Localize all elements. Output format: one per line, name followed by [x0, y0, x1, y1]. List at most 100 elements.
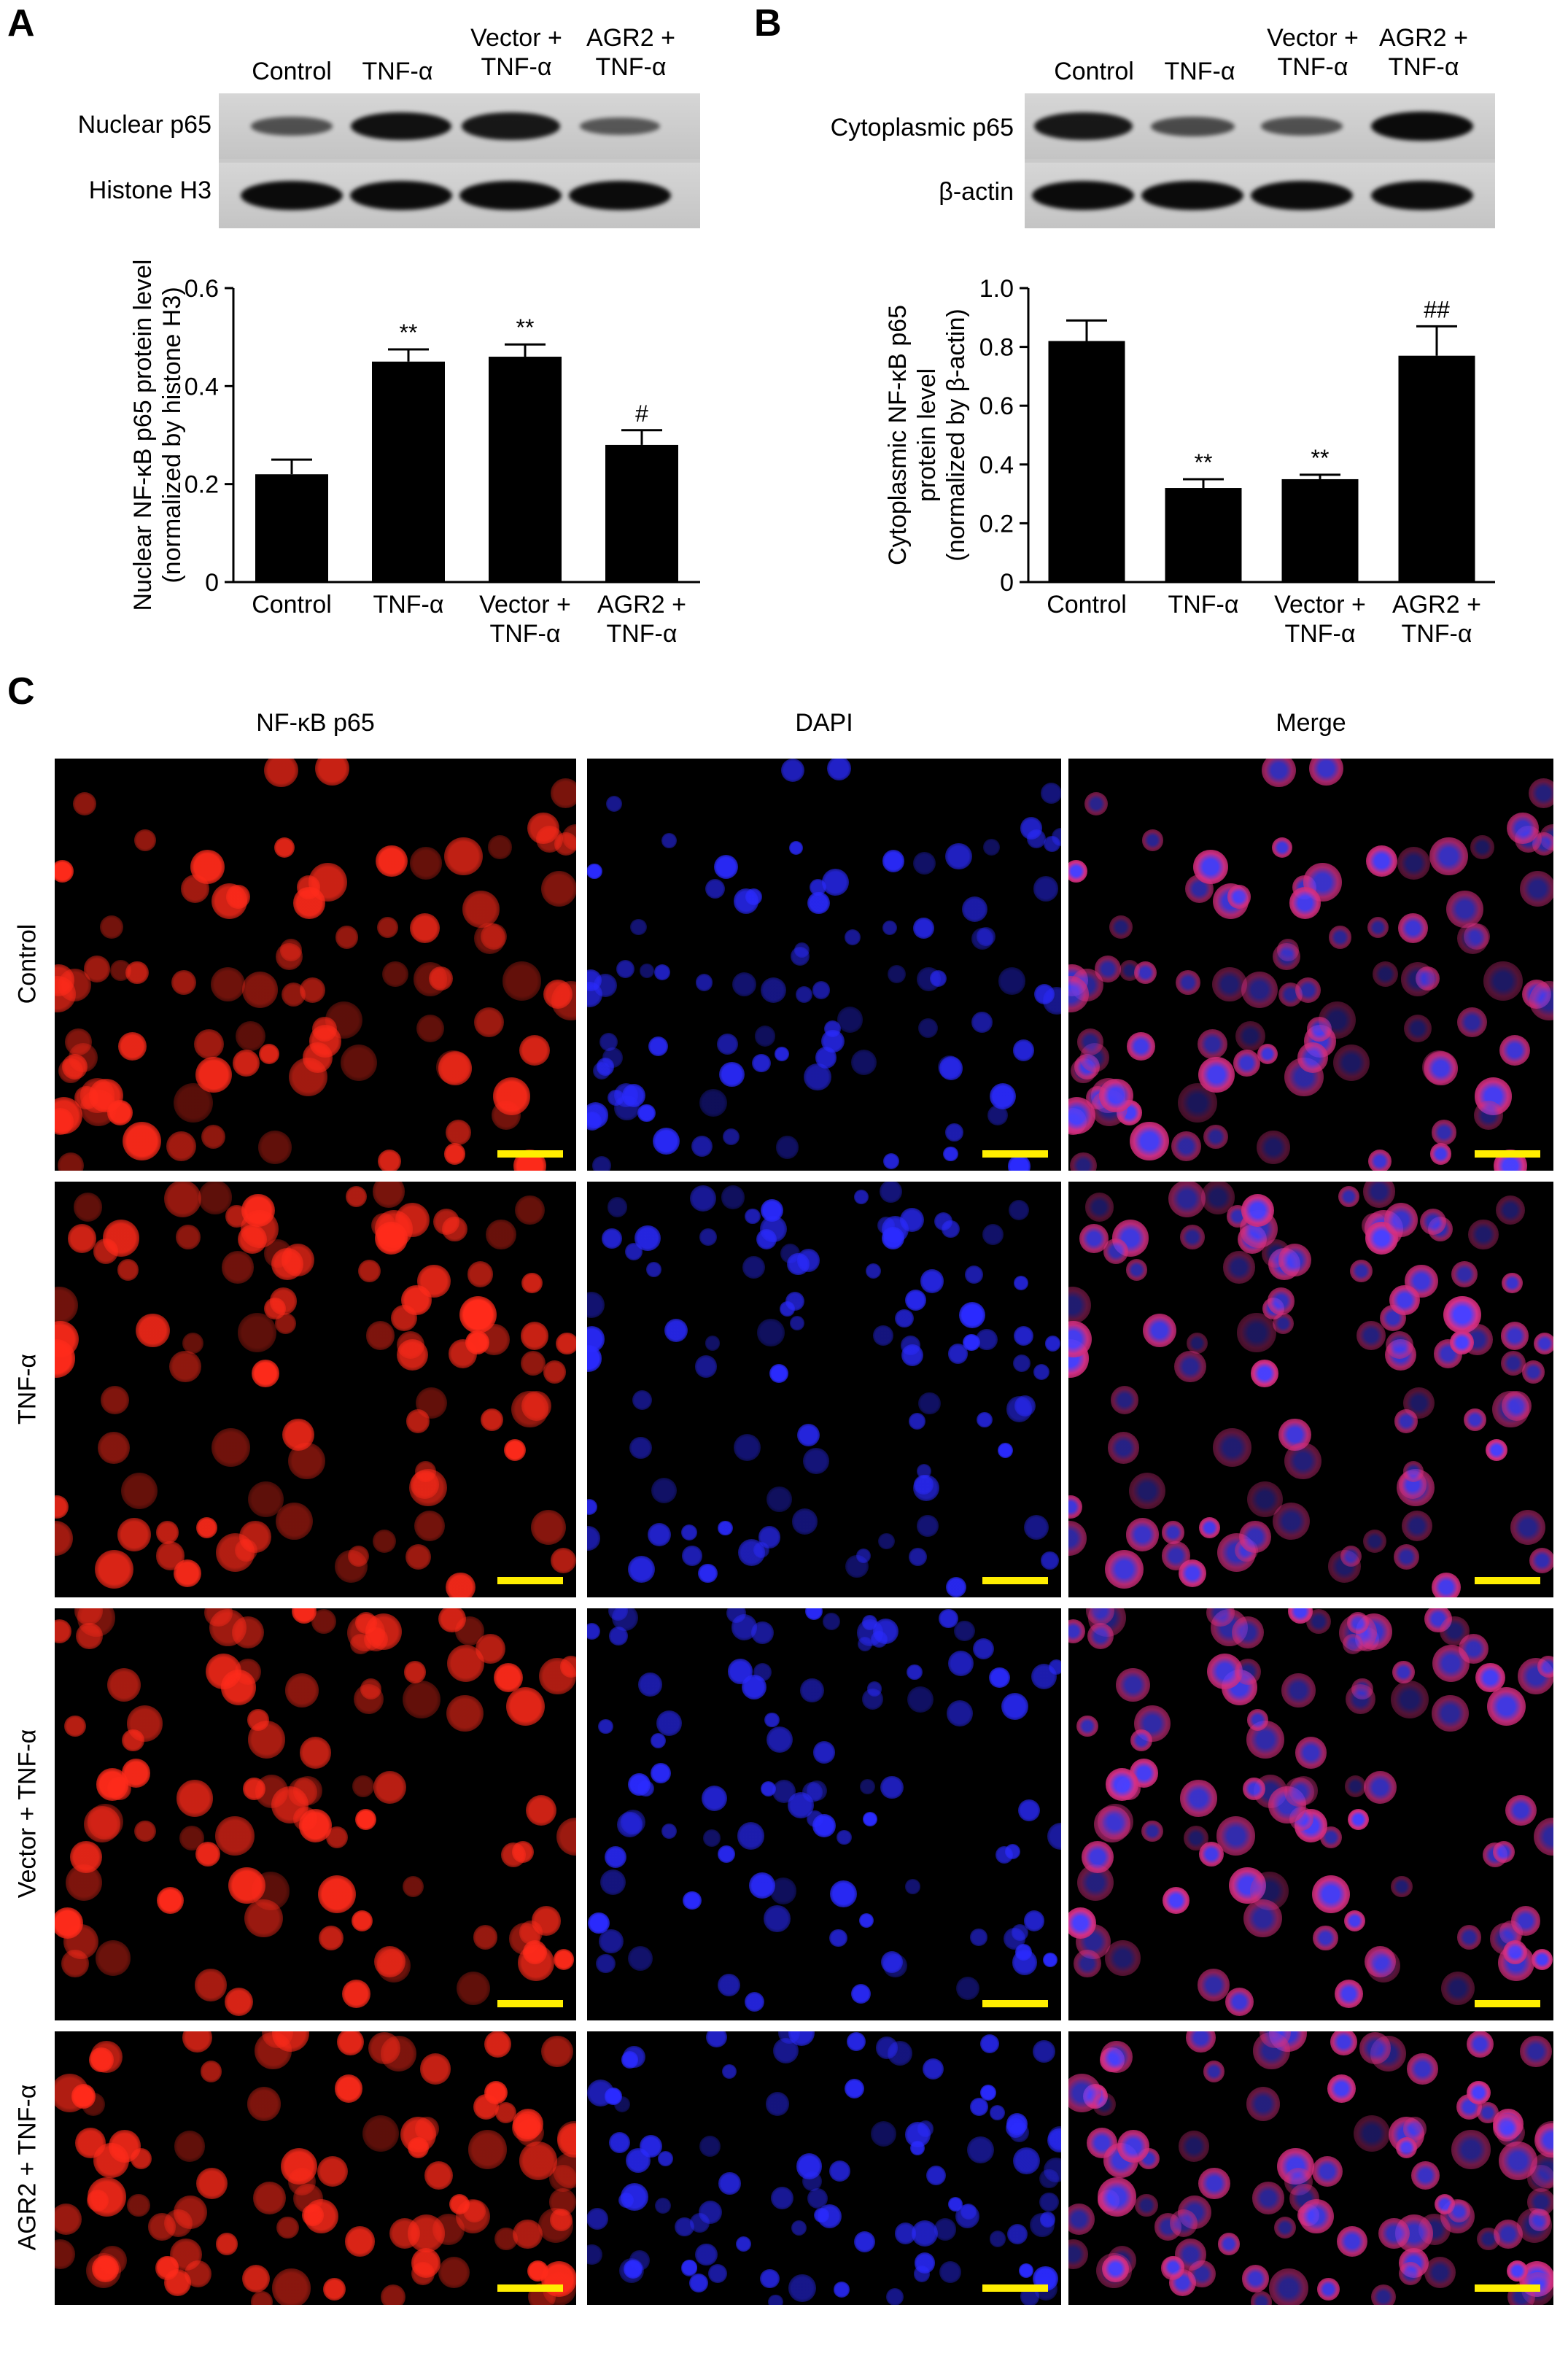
cell-stain [1251, 1360, 1278, 1387]
cell-stain [446, 1119, 472, 1145]
cell-stain [917, 1464, 932, 1479]
cell-stain [656, 1710, 682, 1737]
scale-bar [982, 1577, 1048, 1584]
cell-stain [1262, 759, 1296, 788]
significance-label: ** [400, 319, 418, 346]
cell-stain [989, 2105, 1005, 2121]
cell-stain [1107, 1432, 1140, 1464]
cell-stain [241, 972, 279, 1009]
cell-stain [269, 1287, 298, 1315]
cell-stain [917, 1515, 939, 1537]
blot-band [250, 117, 333, 136]
cell-stain [613, 2096, 631, 2113]
cell-stain [344, 2226, 376, 2257]
cell-stain [337, 2031, 364, 2055]
cell-stain [1309, 759, 1344, 786]
cell-stain [174, 1083, 213, 1123]
cell-stain [513, 2219, 543, 2249]
y-axis-label: Cytoplasmic NF-κB p65 protein level (norma… [884, 305, 970, 565]
cell-stain [81, 2092, 106, 2116]
cell-stain [1343, 1910, 1365, 1931]
cell-stain [965, 1265, 984, 1284]
cell-stain [1431, 1573, 1461, 1597]
cell-stain [905, 1879, 920, 1894]
blot-band [1251, 181, 1353, 210]
cell-stain [1391, 1875, 1413, 1897]
cell-stain [275, 942, 303, 970]
cell-stain [1169, 2209, 1198, 2237]
cell-stain [752, 1053, 771, 1073]
cell-stain [858, 1636, 873, 1651]
cell-stain [1076, 1716, 1098, 1737]
cell-stain [1044, 1336, 1061, 1352]
cell-stain [1372, 961, 1399, 988]
cell-stain [909, 1413, 925, 1430]
cell-stain [1203, 1124, 1228, 1150]
cell-stain [1401, 1511, 1432, 1542]
cell-stain [1364, 1771, 1397, 1805]
cell-stain [587, 1912, 610, 1934]
cell-stain [405, 1543, 432, 1570]
cell-stain [1429, 1143, 1451, 1165]
cell-stain [691, 1135, 713, 1157]
blot-b-row-label: Cytoplasmic p65 [830, 114, 1014, 142]
cell-stain [1274, 2217, 1297, 2239]
cell-stain [1232, 1616, 1265, 1649]
cell-stain [273, 837, 295, 859]
cell-stain [96, 1767, 129, 1801]
cell-stain [200, 2061, 222, 2082]
cell-stain [797, 1423, 820, 1446]
cell-stain [587, 2079, 614, 2107]
cell-stain [446, 1694, 484, 1732]
cell-stain [807, 891, 830, 915]
cell-stain [629, 1436, 652, 1460]
cell-stain [802, 1782, 823, 1803]
cell-stain [1277, 2147, 1314, 2185]
cell-stain [83, 956, 110, 982]
cell-stain [1097, 2177, 1137, 2217]
cell-stain [247, 1709, 269, 1731]
cell-stain [1171, 1131, 1202, 1162]
cell-stain [438, 1608, 466, 1633]
cell-stain [1041, 1551, 1059, 1570]
cell-stain [62, 1054, 88, 1080]
cell-stain [194, 1968, 228, 2001]
cell-stain [1033, 2040, 1055, 2063]
cell-stain [1357, 1321, 1386, 1351]
y-axis-label-line: Nuclear NF-κB p65 protein level [129, 260, 157, 611]
cell-stain [1528, 778, 1553, 809]
cell-stain [1533, 1332, 1553, 1355]
blot-a-image [219, 93, 700, 228]
cell-stain [1197, 1968, 1230, 2001]
cell-stain [91, 2255, 119, 2283]
cell-stain [55, 2073, 89, 2113]
cell-stain [1407, 2053, 1438, 2085]
bar [372, 361, 445, 582]
cell-stain [58, 1152, 85, 1171]
cell-stain [433, 1208, 460, 1235]
cell-stain [444, 837, 483, 876]
cell-stain [438, 2256, 470, 2288]
cell-stain [880, 1950, 903, 1973]
cell-stain [744, 1991, 764, 2012]
cell-stain [1105, 1940, 1141, 1976]
cell-stain [1432, 1645, 1470, 1683]
cell-stain [543, 1360, 567, 1384]
cell-stain [1099, 1078, 1133, 1113]
cell-stain [1289, 1776, 1319, 1805]
blot-band [1260, 117, 1343, 136]
cell-stain [373, 1946, 405, 1978]
cell-stain [1483, 961, 1523, 1001]
cell-stain [1084, 791, 1109, 815]
cell-stain [1013, 1326, 1033, 1346]
cell-stain [1030, 2212, 1055, 2238]
cell-stain [419, 2053, 451, 2085]
cell-stain [829, 1929, 847, 1947]
micrograph-panel [55, 759, 576, 1171]
cell-stain [1110, 1386, 1139, 1414]
cell-stain [354, 1611, 377, 1634]
cell-stain [55, 1521, 74, 1556]
cell-stain [934, 1212, 953, 1231]
cell-stain [721, 1185, 745, 1209]
blot-band [459, 181, 562, 210]
